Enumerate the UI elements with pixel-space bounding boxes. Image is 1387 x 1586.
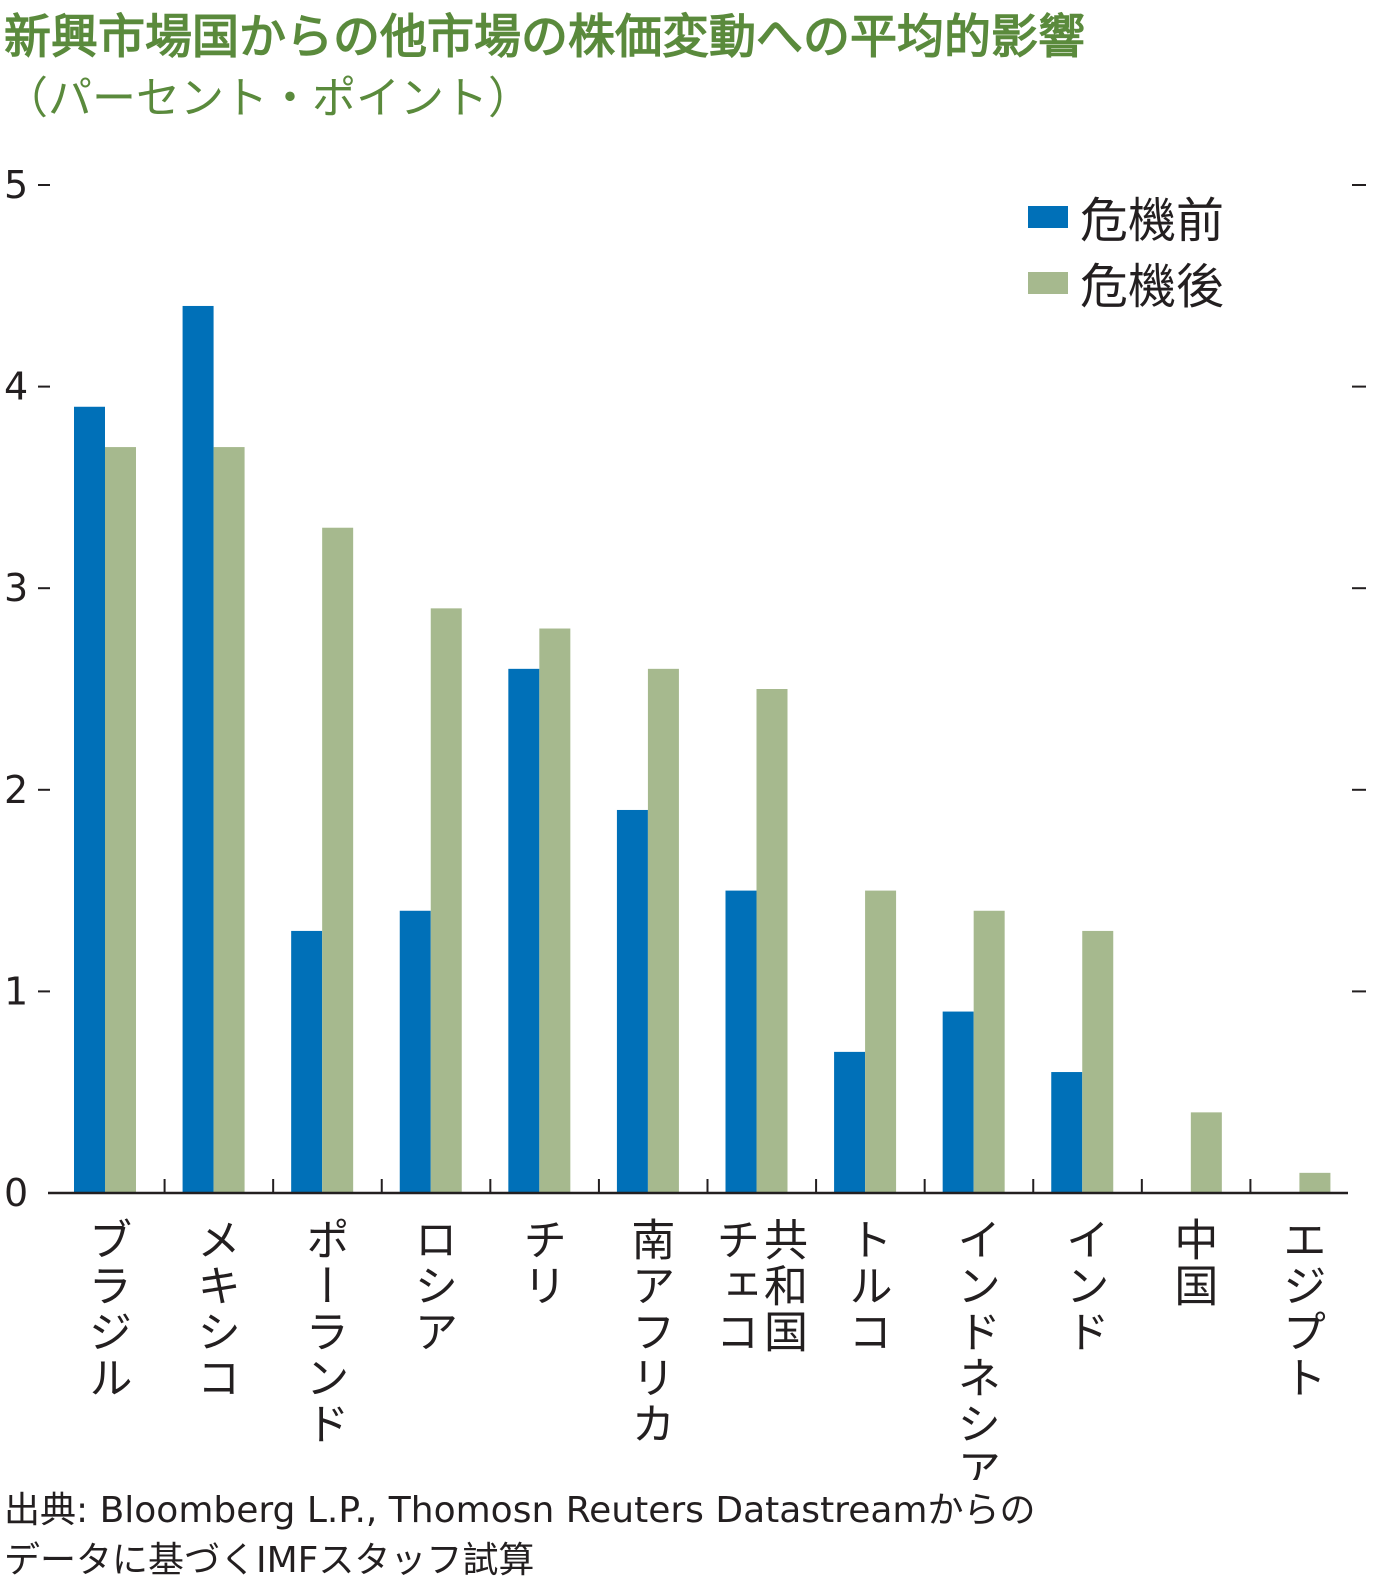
y-tick-label: 2 (4, 768, 28, 812)
x-category-label: チェコ (708, 1217, 759, 1355)
x-category-label: 南アフリカ (623, 1217, 674, 1447)
y-tick-label: 3 (4, 566, 28, 610)
source-line-2: データに基づくIMFスタッフ試算 (4, 1540, 535, 1581)
bar-after (1299, 1172, 1331, 1193)
legend-swatch-before (1028, 206, 1068, 228)
bar-after (539, 628, 571, 1193)
x-category-label: チリ (515, 1217, 566, 1309)
bar-after (1082, 930, 1114, 1193)
bar-after (213, 447, 245, 1194)
bar-before (834, 1051, 866, 1193)
bar-before (399, 910, 431, 1193)
bar-before (182, 305, 214, 1194)
bar-after (322, 527, 354, 1193)
y-tick-label: 0 (4, 1171, 28, 1215)
x-category-label: トルコ (841, 1217, 892, 1355)
bar-before (1051, 1072, 1083, 1193)
y-tick-label: 1 (4, 969, 28, 1013)
bar-before (74, 406, 105, 1193)
bar-after (105, 447, 136, 1194)
source-note: 出典: Bloomberg L.P., Thomosn Reuters Data… (4, 1486, 1304, 1586)
chart-subtitle: （パーセント・ポイント） (4, 73, 532, 124)
x-category-label: メキシコ (189, 1217, 240, 1401)
x-category-label: インド (1058, 1217, 1109, 1355)
bar-after (756, 689, 788, 1193)
legend-label-after: 危機後 (1080, 259, 1224, 315)
bar-before (291, 930, 323, 1193)
x-category-label: ブラジル (81, 1217, 132, 1401)
y-tick-label: 4 (4, 365, 28, 409)
bar-after (865, 890, 897, 1193)
bar-after (1190, 1112, 1222, 1193)
x-category-label: インドネシア (949, 1217, 1000, 1480)
x-category-label: ポーランド (298, 1217, 349, 1447)
chart-title: 新興市場国からの他市場の株価変動への平均的影響 (4, 10, 1085, 65)
bar-after (973, 910, 1005, 1193)
bar-before (942, 1011, 974, 1193)
y-tick-label: 5 (4, 163, 28, 207)
bar-after (430, 608, 462, 1193)
x-category-label: ロシア (406, 1217, 457, 1355)
source-line-1: 出典: Bloomberg L.P., Thomosn Reuters Data… (4, 1490, 1036, 1531)
x-category-label: エジプト (1275, 1217, 1326, 1401)
x-category-label: 中国 (1166, 1217, 1217, 1309)
legend-swatch-after (1028, 272, 1068, 294)
bar-after (647, 668, 679, 1193)
x-category-label: 共和国 (756, 1217, 807, 1355)
legend-label-before: 危機前 (1080, 193, 1224, 249)
bar-before (725, 890, 757, 1193)
bar-before (616, 809, 648, 1193)
bar-before (508, 668, 540, 1193)
